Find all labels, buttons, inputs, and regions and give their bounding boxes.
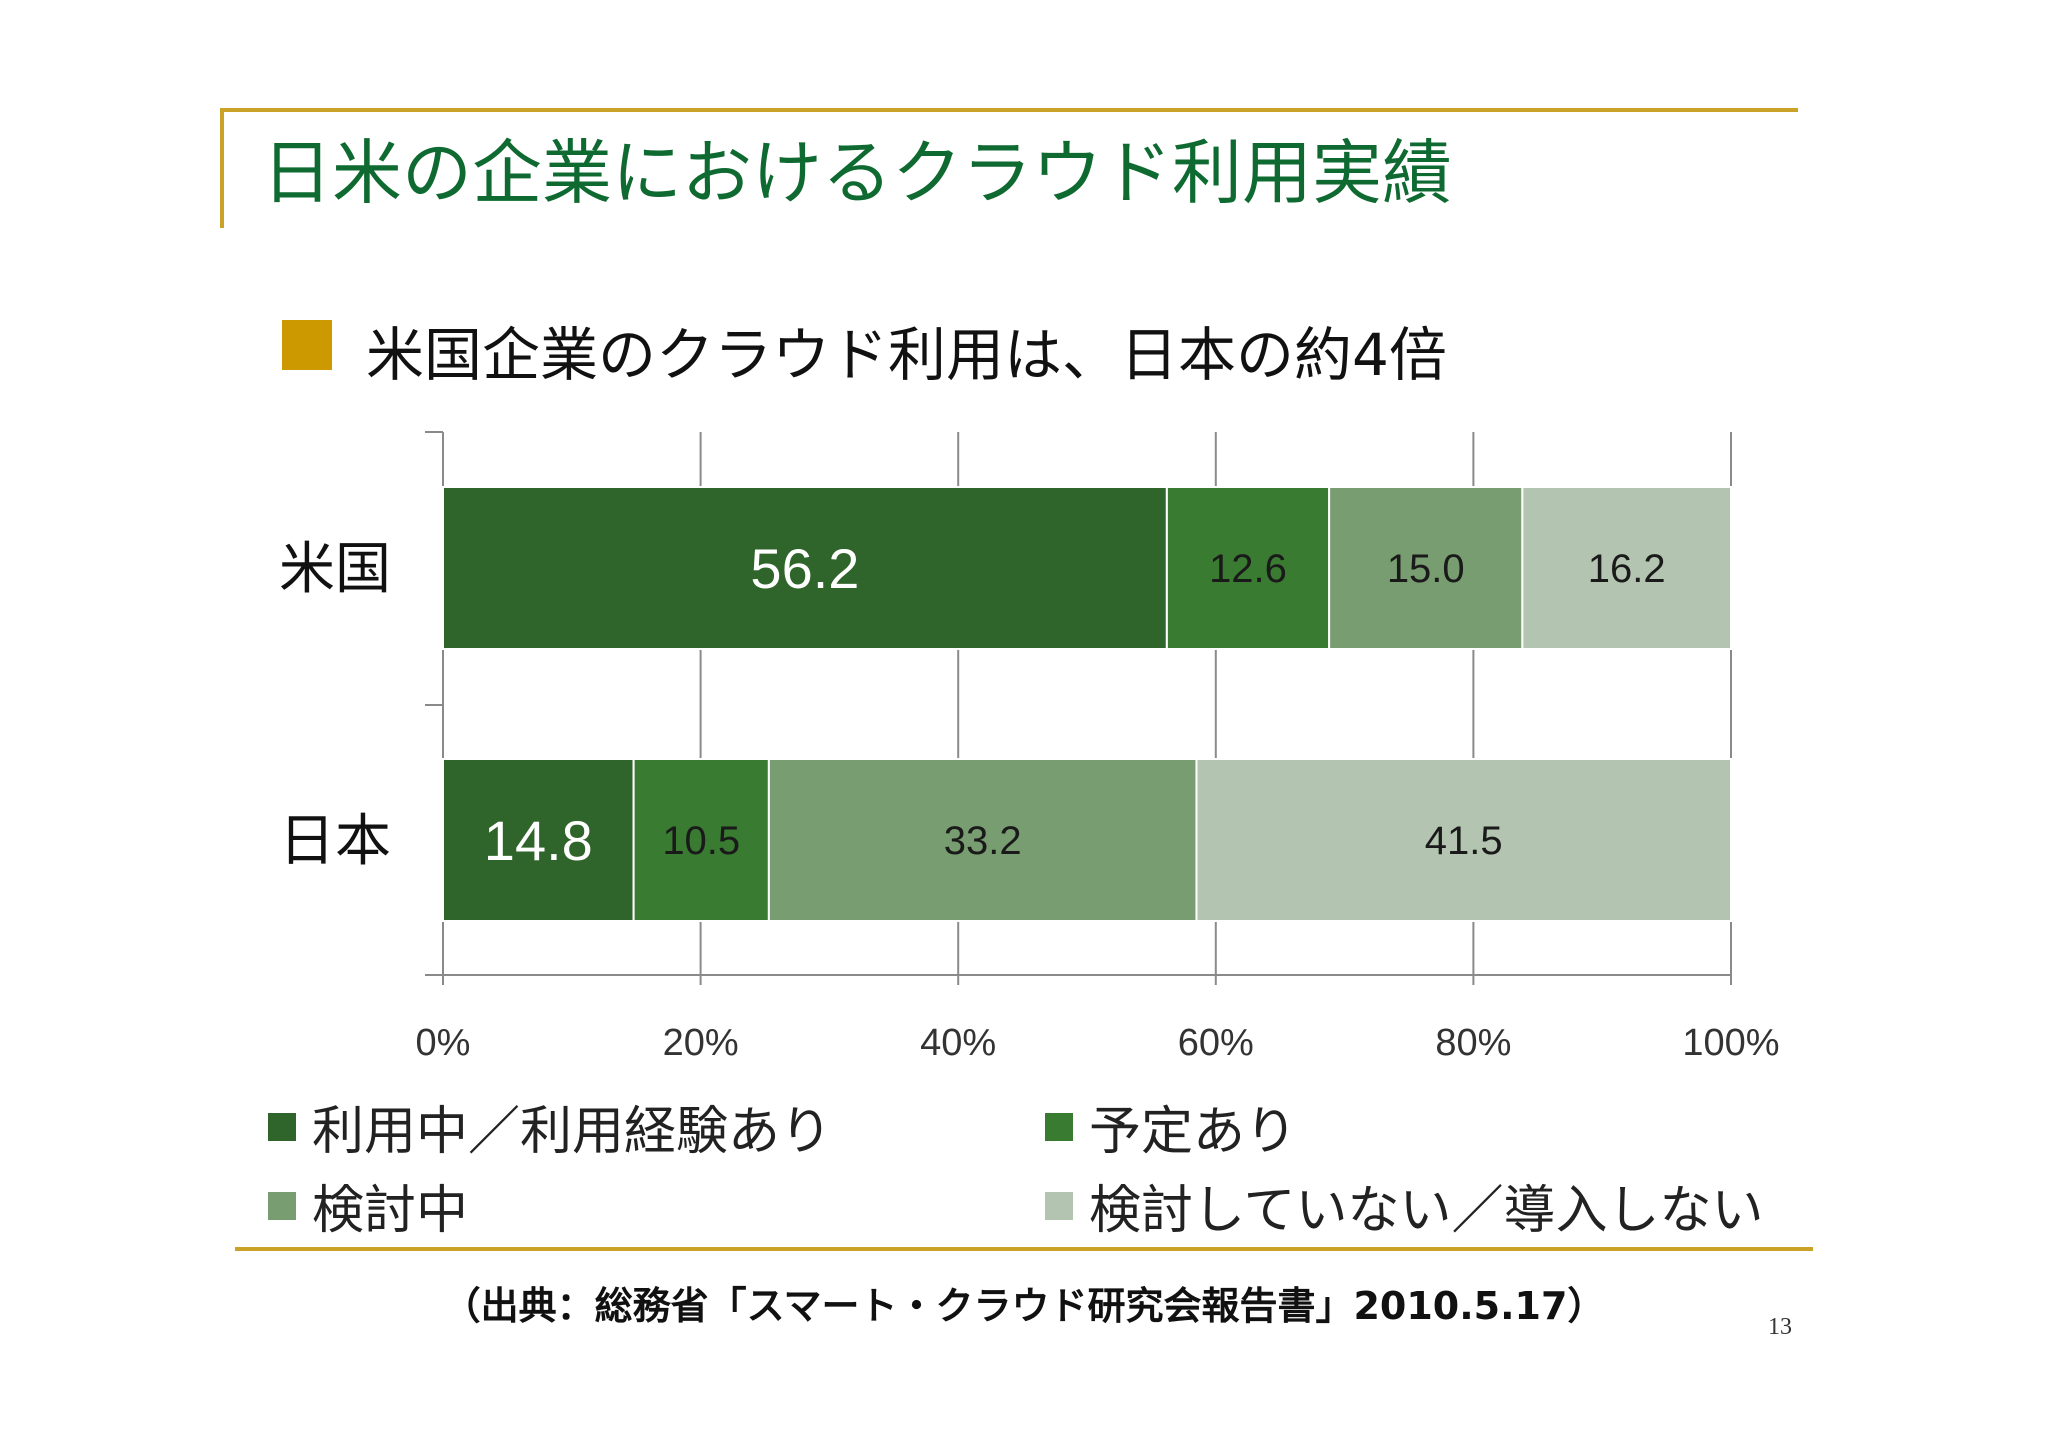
bullet-square-icon xyxy=(282,320,332,370)
bar-segment xyxy=(1165,486,1331,650)
legend-swatch-planned xyxy=(1045,1112,1073,1141)
x-tick-label: 60% xyxy=(1178,1022,1254,1064)
bullet-text: 米国企業のクラウド利用は、日本の約4倍 xyxy=(366,321,1447,389)
x-tick-label: 0% xyxy=(416,1022,471,1064)
legend-label-using: 利用中／利用経験あり xyxy=(312,1102,833,1162)
legend-item-not-considering: 検討していない／導入しない xyxy=(1045,1168,1763,1243)
legend-item-using: 利用中／利用経験あり xyxy=(268,1089,832,1164)
page-number: 13 xyxy=(1768,1314,1792,1340)
footer-rule xyxy=(235,1247,1813,1251)
source-citation: （出典：総務省「スマート・クラウド研究会報告書」2010.5.17） xyxy=(442,1284,1606,1328)
data-label: 14.8 xyxy=(484,809,593,872)
bar-segment xyxy=(1195,758,1732,922)
title-rule-top xyxy=(220,108,1798,112)
legend-swatch-considering xyxy=(268,1191,296,1220)
bar-segment xyxy=(632,758,770,922)
bar-segment xyxy=(1521,486,1732,650)
slide-title: 日米の企業におけるクラウド利用実績 xyxy=(262,132,1452,214)
x-tick-label: 20% xyxy=(663,1022,739,1064)
title-rule-left xyxy=(220,108,224,228)
data-label: 10.5 xyxy=(662,819,740,863)
data-label: 12.6 xyxy=(1209,547,1287,591)
x-tick-label: 80% xyxy=(1435,1022,1511,1064)
data-label: 15.0 xyxy=(1387,547,1465,591)
x-tick-label: 40% xyxy=(920,1022,996,1064)
bar-segment xyxy=(767,758,1198,922)
legend-swatch-using xyxy=(268,1112,296,1141)
legend-item-planned: 予定あり xyxy=(1045,1089,1297,1164)
x-tick-label: 100% xyxy=(1682,1022,1779,1064)
category-label: 米国 xyxy=(279,537,391,602)
bar-segment xyxy=(442,486,1168,650)
legend-label-not-considering: 検討していない／導入しない xyxy=(1089,1181,1764,1241)
data-label: 33.2 xyxy=(944,819,1022,863)
data-label: 41.5 xyxy=(1425,819,1503,863)
bar-segment xyxy=(1328,486,1524,650)
data-label: 16.2 xyxy=(1588,547,1666,591)
category-label: 日本 xyxy=(279,809,391,874)
legend-swatch-not-considering xyxy=(1045,1191,1073,1220)
legend-label-planned: 予定あり xyxy=(1089,1102,1298,1162)
data-label: 56.2 xyxy=(750,537,859,600)
legend-item-considering: 検討中 xyxy=(268,1168,468,1243)
legend-label-considering: 検討中 xyxy=(312,1181,469,1241)
